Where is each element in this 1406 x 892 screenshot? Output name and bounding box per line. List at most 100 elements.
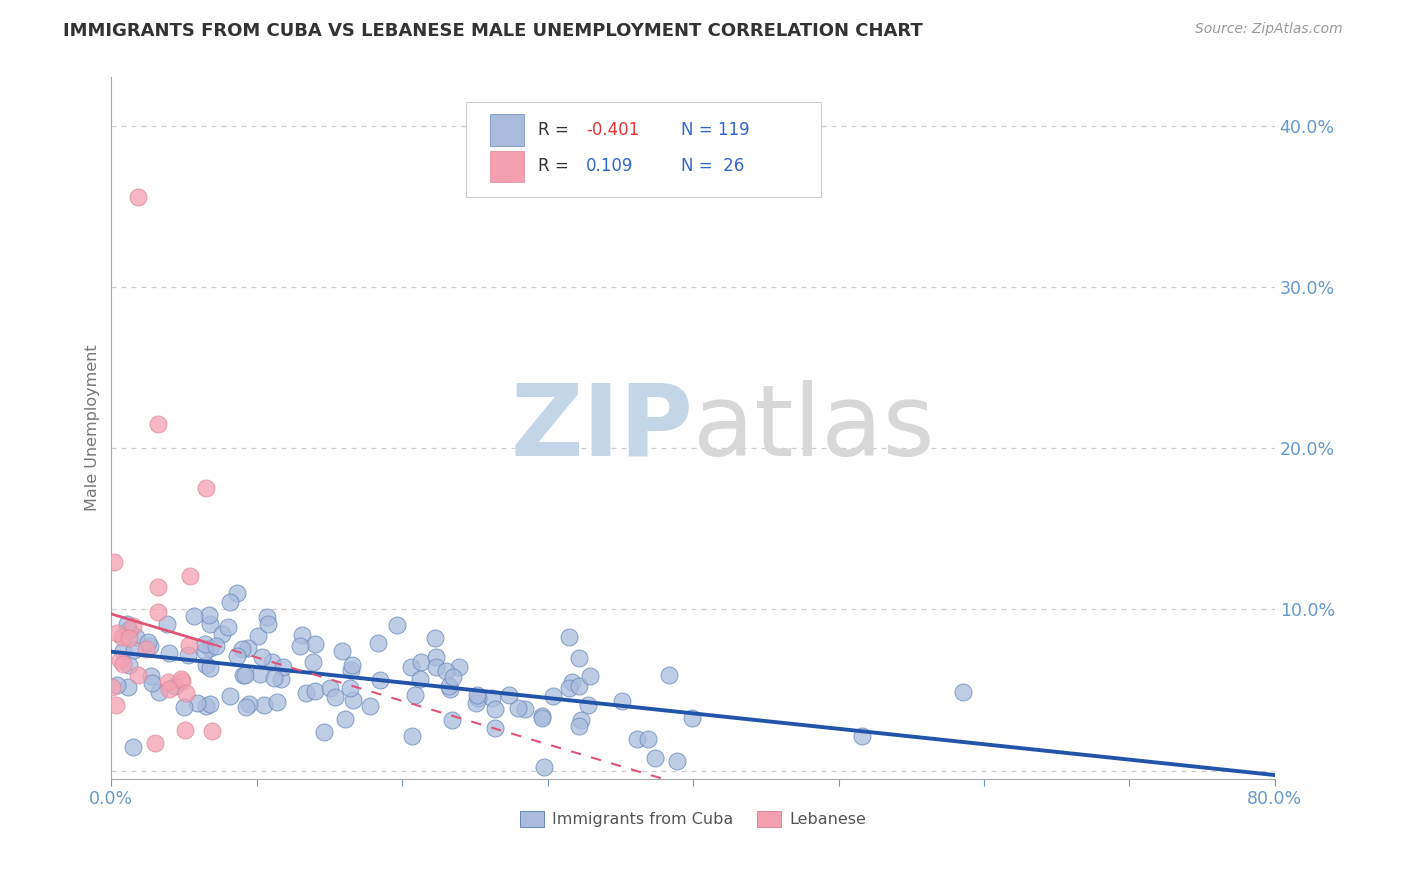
Text: ZIP: ZIP: [510, 379, 693, 476]
Point: [340, 658, 363, 673]
Point: [146, 581, 169, 595]
Point: [238, 697, 260, 711]
Point: [122, 618, 145, 632]
Point: [568, 679, 591, 693]
Point: [439, 682, 461, 697]
Point: [409, 672, 432, 686]
Point: [610, 693, 633, 707]
Point: [437, 679, 460, 693]
Text: -0.401: -0.401: [586, 121, 640, 139]
Point: [330, 643, 353, 657]
Point: [197, 607, 219, 622]
Point: [256, 616, 278, 631]
Point: [295, 686, 318, 700]
Point: [143, 736, 166, 750]
Point: [425, 631, 447, 645]
Text: 0.109: 0.109: [586, 158, 634, 176]
Text: atlas: atlas: [693, 379, 935, 476]
Point: [232, 667, 254, 681]
Point: [312, 725, 335, 739]
Point: [368, 673, 391, 687]
Point: [467, 688, 489, 702]
Point: [498, 688, 520, 702]
Point: [506, 701, 529, 715]
Point: [174, 723, 197, 738]
Point: [399, 660, 422, 674]
Point: [148, 606, 170, 620]
Point: [170, 673, 193, 687]
Point: [179, 569, 201, 583]
Point: [385, 618, 408, 632]
Point: [186, 696, 208, 710]
Point: [579, 669, 602, 683]
Text: R =: R =: [538, 158, 579, 176]
Text: Source: ZipAtlas.com: Source: ZipAtlas.com: [1195, 22, 1343, 37]
Point: [644, 751, 666, 765]
Point: [359, 698, 381, 713]
Point: [122, 643, 145, 657]
Point: [576, 698, 599, 712]
Point: [401, 730, 423, 744]
Legend: Immigrants from Cuba, Lebanese: Immigrants from Cuba, Lebanese: [513, 805, 873, 834]
Point: [481, 691, 503, 706]
Point: [118, 632, 141, 646]
Point: [183, 609, 205, 624]
Point: [125, 631, 148, 645]
Point: [425, 650, 447, 665]
Point: [531, 709, 554, 723]
Point: [198, 661, 221, 675]
Point: [270, 672, 292, 686]
Point: [851, 729, 873, 743]
Point: [117, 658, 139, 673]
Text: IMMIGRANTS FROM CUBA VS LEBANESE MALE UNEMPLOYMENT CORRELATION CHART: IMMIGRANTS FROM CUBA VS LEBANESE MALE UN…: [63, 22, 922, 40]
Point: [127, 668, 149, 682]
Point: [105, 625, 128, 640]
Point: [219, 595, 242, 609]
Point: [626, 731, 648, 746]
Point: [484, 721, 506, 735]
Bar: [489, 151, 524, 182]
Point: [211, 626, 233, 640]
Point: [484, 702, 506, 716]
Point: [339, 681, 361, 695]
Point: [195, 658, 218, 673]
Point: [172, 674, 194, 689]
Point: [533, 760, 555, 774]
Point: [173, 699, 195, 714]
Point: [121, 740, 143, 755]
Point: [194, 644, 217, 658]
Point: [266, 695, 288, 709]
Point: [176, 648, 198, 663]
Point: [117, 623, 139, 637]
Point: [231, 642, 253, 657]
Point: [135, 642, 157, 657]
Point: [246, 629, 269, 643]
Point: [404, 689, 426, 703]
Point: [112, 657, 135, 671]
Point: [136, 635, 159, 649]
Point: [139, 639, 162, 653]
Point: [250, 649, 273, 664]
Point: [165, 679, 187, 693]
Point: [447, 660, 470, 674]
Point: [425, 660, 447, 674]
Point: [558, 630, 581, 644]
Y-axis label: Male Unemployment: Male Unemployment: [86, 344, 100, 511]
Point: [146, 417, 169, 431]
Point: [291, 627, 314, 641]
Point: [117, 617, 139, 632]
Point: [200, 640, 222, 655]
Point: [174, 686, 197, 700]
Point: [118, 623, 141, 637]
Point: [194, 482, 217, 496]
Point: [333, 713, 356, 727]
Point: [568, 719, 591, 733]
Point: [157, 675, 180, 690]
Point: [218, 689, 240, 703]
Point: [530, 711, 553, 725]
FancyBboxPatch shape: [467, 102, 821, 196]
Point: [105, 698, 128, 713]
Point: [339, 664, 361, 678]
Point: [127, 190, 149, 204]
Text: R =: R =: [538, 121, 575, 139]
